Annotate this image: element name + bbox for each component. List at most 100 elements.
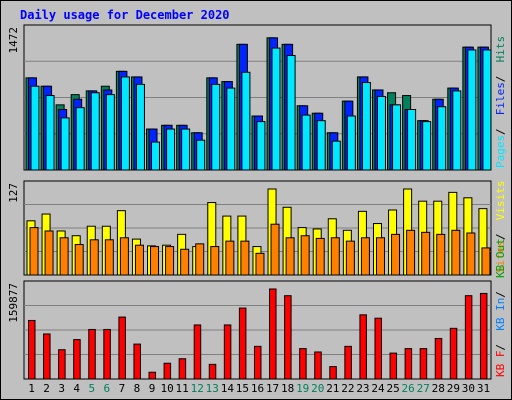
x-tick-label-day-17: 17 [266,382,279,395]
panel-2-legend-separator: / [494,233,507,240]
day-29-sites-bar [451,229,461,276]
day-9-kb-f-bar [148,371,157,380]
day-15-sites-bar [240,240,250,276]
day-25-kb-f-bar [389,352,398,380]
day-23-sites-bar [360,237,370,276]
x-tick-label-day-22: 22 [341,382,354,395]
x-tick-label-day-3: 3 [58,382,65,395]
day-7-sites-bar [119,237,129,276]
day-17-pages-bar [271,47,281,171]
x-tick-label-day-6: 6 [104,382,111,395]
x-tick-label-day-28: 28 [432,382,445,395]
day-5-pages-bar [90,92,100,171]
panel-2-legend-visits: Visits [494,180,507,220]
day-24-sites-bar [375,237,385,276]
x-tick-label-day-16: 16 [251,382,264,395]
x-tick-label-day-21: 21 [326,382,339,395]
day-11-kb-f-bar [178,358,187,380]
day-8-sites-bar [134,244,144,276]
x-tick-label-day-14: 14 [221,382,235,395]
day-31-kb-f-bar [479,292,488,380]
day-17-sites-bar [270,223,280,276]
day-9-pages-bar [151,141,161,171]
x-tick-label-day-1: 1 [28,382,35,395]
x-tick-label-day-24: 24 [371,382,385,395]
day-12-kb-f-bar [193,324,202,380]
panel-1-legend-files: Files [494,82,507,115]
day-16-pages-bar [256,121,266,171]
day-24-kb-f-bar [374,317,382,380]
x-tick-label-day-12: 12 [191,382,204,395]
day-10-kb-f-bar [163,362,172,380]
day-6-sites-bar [104,239,114,276]
day-29-kb-f-bar [449,327,458,380]
day-18-sites-bar [285,237,295,276]
day-23-kb-f-bar [359,314,367,380]
day-26-kb-f-bar [404,348,413,380]
panel-3-legend-kb-in: KB In [494,298,507,331]
day-2-kb-f-bar [43,333,51,380]
day-11-pages-bar [181,128,191,171]
x-tick-label-day-10: 10 [160,382,173,395]
x-tick-label-day-29: 29 [447,382,460,395]
day-1-pages-bar [30,85,40,171]
chart-title: Daily usage for December 2020 [20,8,230,22]
day-3-sites-bar [59,237,69,276]
panel-1-legend-separator: / [494,76,507,83]
day-14-pages-bar [226,87,236,171]
x-tick-label-day-13: 13 [206,382,219,395]
panel-3-legend-separator: / [494,344,507,351]
panel-3-legend-kb-out: KB Out [494,238,507,278]
day-1-kb-f-bar [28,319,36,380]
day-12-pages-bar [196,139,206,171]
day-8-pages-bar [135,83,145,171]
day-11-sites-bar [180,248,190,276]
x-tick-label-day-9: 9 [149,382,156,395]
day-22-kb-f-bar [344,345,352,380]
x-tick-label-day-31: 31 [477,382,490,395]
day-20-sites-bar [315,237,325,276]
x-tick-label-day-19: 19 [296,382,309,395]
day-29-pages-bar [452,90,462,171]
day-21-kb-f-bar [329,366,337,380]
day-7-pages-bar [120,76,130,171]
day-16-sites-bar [255,252,265,276]
x-tick-label-day-2: 2 [43,382,50,395]
panel-1-legend-hits: Hits [494,36,507,63]
day-25-pages-bar [392,104,402,171]
day-28-pages-bar [437,106,447,171]
x-tick-label-day-20: 20 [311,382,324,395]
x-tick-label-day-4: 4 [73,382,80,395]
day-8-kb-f-bar [133,343,141,380]
day-17-kb-f-bar [269,288,277,380]
x-tick-label-day-7: 7 [119,382,126,395]
day-28-kb-f-bar [434,337,443,380]
day-9-sites-bar [150,246,160,276]
day-12-sites-bar [195,243,205,276]
day-18-kb-f-bar [284,295,292,380]
x-tick-label-day-30: 30 [462,382,475,395]
day-13-sites-bar [210,246,220,276]
day-5-kb-f-bar [88,328,96,380]
day-16-kb-f-bar [253,345,262,380]
x-tick-label-day-25: 25 [386,382,399,395]
day-6-kb-f-bar [103,328,111,380]
day-21-sites-bar [330,237,340,276]
day-24-pages-bar [376,95,386,171]
day-13-kb-f-bar [208,363,217,380]
day-31-sites-bar [481,247,491,276]
day-10-sites-bar [165,246,175,276]
x-tick-label-day-23: 23 [356,382,369,395]
day-10-pages-bar [166,128,176,171]
day-3-kb-f-bar [58,349,66,380]
panel-1-y-max-label: 1472 [7,27,20,54]
day-19-kb-f-bar [299,348,307,380]
day-15-kb-f-bar [238,307,247,380]
day-23-pages-bar [361,82,371,171]
panel-3-y-max-label: 159877 [7,283,20,323]
x-tick-label-day-27: 27 [417,382,430,395]
panel-2-legend-sites: Sites [494,240,507,273]
day-14-sites-bar [225,240,235,276]
day-27-pages-bar [422,121,432,171]
